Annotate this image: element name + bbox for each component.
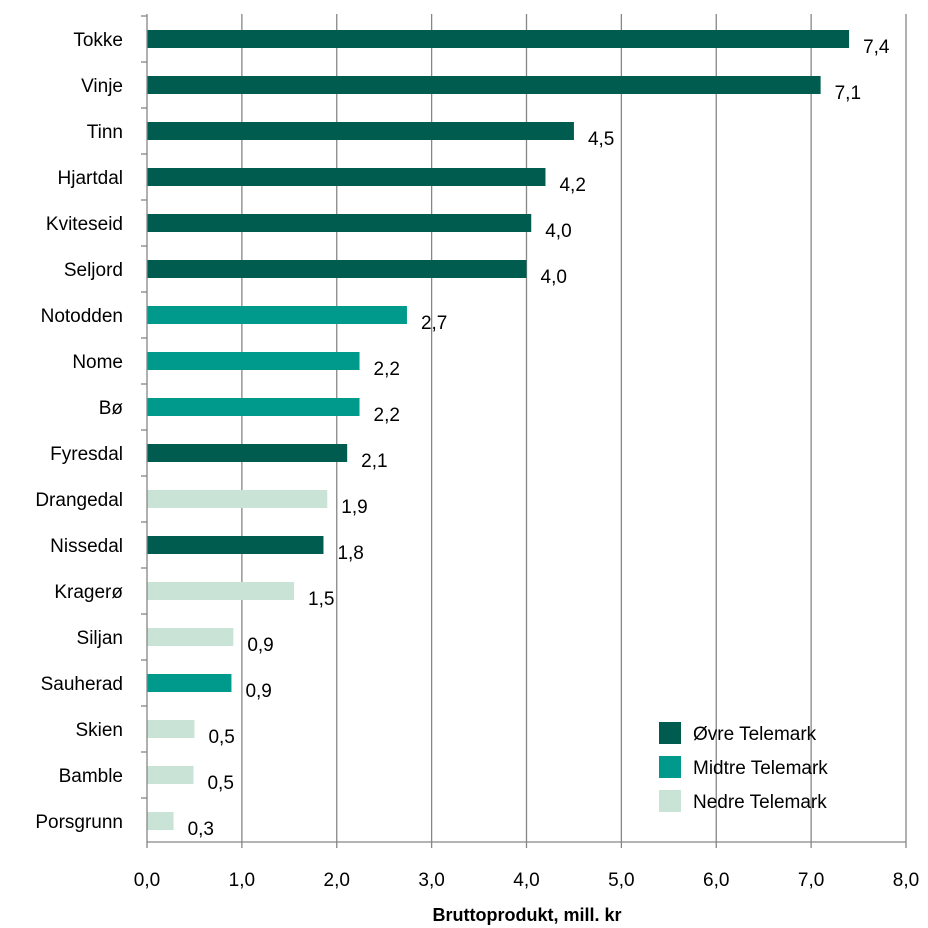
data-label: 2,2 — [374, 359, 400, 380]
data-label: 4,2 — [559, 175, 585, 196]
data-label: 0,5 — [207, 773, 233, 794]
bar-skien — [147, 720, 195, 738]
category-label: Skien — [75, 720, 123, 741]
legend-swatch — [659, 756, 681, 778]
bar-vinje — [147, 76, 821, 94]
data-label: 4,0 — [541, 267, 567, 288]
legend-label: Nedre Telemark — [693, 792, 827, 813]
bar-nome — [147, 352, 360, 370]
category-label: Siljan — [77, 628, 123, 649]
x-axis-title: Bruttoprodukt, mill. kr — [433, 905, 622, 925]
legend-swatch — [659, 790, 681, 812]
category-label: Drangedal — [35, 490, 123, 511]
category-label: Bamble — [59, 766, 123, 787]
x-tick-label: 3,0 — [418, 870, 444, 891]
bar-sauherad — [147, 674, 232, 692]
labels: 0,0 1,0 2,0 3,0 4,0 5,0 6,0 7,0 8,0 Tokke 7,4 Vinje… — [35, 30, 919, 891]
data-label: 0,9 — [245, 681, 271, 702]
category-label: Kviteseid — [46, 214, 123, 235]
bar-tinn — [147, 122, 574, 140]
x-tick-label: 7,0 — [798, 870, 824, 891]
category-label: Nissedal — [50, 536, 123, 557]
bar-seljord — [147, 260, 527, 278]
bar-drangedal — [147, 490, 328, 508]
category-label: Seljord — [64, 260, 123, 281]
data-label: 0,3 — [188, 819, 214, 840]
data-label: 0,9 — [247, 635, 273, 656]
data-label: 2,1 — [361, 451, 387, 472]
bar-nissedal — [147, 536, 324, 554]
x-tick-label: 6,0 — [703, 870, 729, 891]
x-tick-label: 0,0 — [134, 870, 160, 891]
data-label: 7,4 — [863, 37, 890, 58]
data-label: 2,2 — [374, 405, 400, 426]
gridlines — [241, 14, 907, 842]
bar-siljan — [147, 628, 234, 646]
x-tick-label: 5,0 — [608, 870, 634, 891]
category-label: Vinje — [81, 76, 123, 97]
bar-kviteseid — [147, 214, 532, 232]
category-label: Tokke — [73, 30, 123, 51]
axes — [141, 14, 907, 848]
legend-swatch — [659, 722, 681, 744]
bar-bamble — [147, 766, 194, 784]
category-label: Tinn — [87, 122, 123, 143]
data-label: 4,5 — [588, 129, 614, 150]
data-label: 1,5 — [308, 589, 334, 610]
data-label: 4,0 — [545, 221, 571, 242]
x-tick-label: 4,0 — [513, 870, 539, 891]
bar-hjartdal — [147, 168, 546, 186]
bars — [147, 30, 850, 830]
data-label: 1,9 — [341, 497, 367, 518]
data-label: 1,8 — [337, 543, 363, 564]
legend-label: Øvre Telemark — [693, 724, 817, 745]
bar-notodden — [147, 306, 407, 324]
category-label: Sauherad — [41, 674, 123, 695]
category-label: Nome — [72, 352, 123, 373]
category-label: Fyresdal — [50, 444, 123, 465]
bar-porsgrunn — [147, 812, 174, 830]
legend-label: Midtre Telemark — [693, 758, 828, 779]
category-label: Porsgrunn — [35, 812, 123, 833]
data-label: 7,1 — [835, 83, 861, 104]
category-label: Hjartdal — [58, 168, 123, 189]
x-tick-label: 8,0 — [893, 870, 919, 891]
x-tick-label: 1,0 — [229, 870, 255, 891]
data-label: 0,5 — [208, 727, 234, 748]
bar-fyresdal — [147, 444, 348, 462]
legend: Øvre Telemark Midtre Telemark Nedre Telema… — [659, 722, 828, 813]
category-label: Notodden — [41, 306, 123, 327]
bar-bø — [147, 398, 360, 416]
data-label: 2,7 — [421, 313, 447, 334]
x-tick-label: 2,0 — [324, 870, 350, 891]
bar-kragerø — [147, 582, 295, 600]
category-label: Kragerø — [54, 582, 123, 603]
category-label: Bø — [99, 398, 124, 419]
bar-tokke — [147, 30, 850, 48]
